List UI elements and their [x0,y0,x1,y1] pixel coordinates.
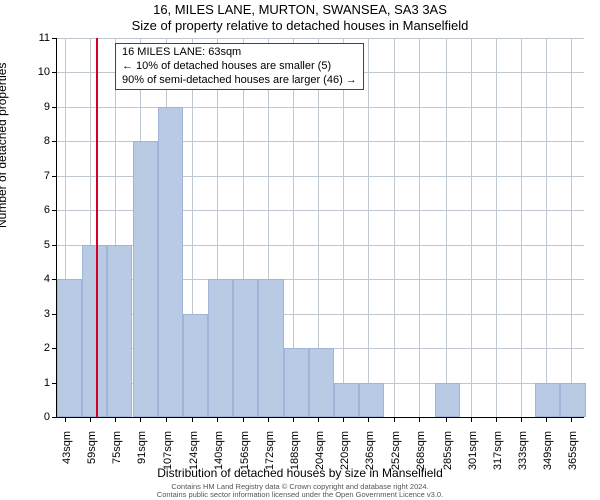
ytick-label: 0 [20,411,50,423]
histogram-bar [208,279,233,417]
xtick-mark [394,417,395,422]
gridline-v [571,38,572,417]
ytick-mark [52,107,57,108]
histogram-bar [435,383,460,417]
y-axis-label: Number of detached properties [0,63,9,228]
annotation-line2: ← 10% of detached houses are smaller (5) [122,60,357,74]
xtick-mark [243,417,244,422]
gridline-v [496,38,497,417]
ytick-label: 3 [20,308,50,320]
chart-plot-area: 16 MILES LANE: 63sqm← 10% of detached ho… [56,38,584,418]
xtick-mark [521,417,522,422]
xtick-mark [192,417,193,422]
chart-title-subtitle: Size of property relative to detached ho… [0,18,600,33]
xtick-mark [343,417,344,422]
histogram-bar [258,279,283,417]
ytick-label: 11 [20,32,50,44]
annotation-line3: 90% of semi-detached houses are larger (… [122,74,357,88]
xtick-mark [217,417,218,422]
ytick-mark [52,38,57,39]
gridline-h [57,38,584,39]
xtick-mark [496,417,497,422]
ytick-mark [52,417,57,418]
xtick-label: 349sqm [542,431,554,491]
ytick-label: 2 [20,342,50,354]
gridline-v [446,38,447,417]
property-marker-line [96,38,98,417]
xtick-label: 317sqm [492,431,504,491]
ytick-label: 1 [20,377,50,389]
gridline-h [57,107,584,108]
histogram-bar [309,348,334,417]
xtick-mark [546,417,547,422]
histogram-bar [158,107,183,417]
xtick-mark [166,417,167,422]
gridline-v [394,38,395,417]
xtick-label: 43sqm [61,431,73,491]
xtick-mark [65,417,66,422]
chart-title-address: 16, MILES LANE, MURTON, SWANSEA, SA3 3AS [0,2,600,17]
histogram-bar [133,141,158,417]
histogram-bar [284,348,309,417]
histogram-bar [359,383,384,417]
ytick-mark [52,210,57,211]
chart-footer: Contains HM Land Registry data © Crown c… [0,483,600,500]
footer-line2: Contains public sector information licen… [157,490,443,499]
histogram-bar [560,383,585,417]
histogram-bar [535,383,560,417]
ytick-mark [52,176,57,177]
histogram-bar [183,314,208,417]
gridline-v [419,38,420,417]
xtick-mark [115,417,116,422]
ytick-label: 10 [20,66,50,78]
ytick-label: 9 [20,101,50,113]
ytick-label: 8 [20,135,50,147]
histogram-bar [107,245,132,417]
gridline-v [471,38,472,417]
ytick-mark [52,245,57,246]
xtick-label: 365sqm [567,431,579,491]
xtick-label: 333sqm [517,431,529,491]
xtick-label: 91sqm [136,431,148,491]
ytick-label: 6 [20,204,50,216]
ytick-label: 5 [20,239,50,251]
xtick-label: 59sqm [86,431,98,491]
ytick-mark [52,141,57,142]
annotation-box: 16 MILES LANE: 63sqm← 10% of detached ho… [115,43,364,90]
ytick-label: 4 [20,273,50,285]
gridline-v [368,38,369,417]
xtick-mark [419,417,420,422]
xtick-label: 301sqm [467,431,479,491]
xtick-label: 285sqm [442,431,454,491]
gridline-v [546,38,547,417]
xtick-mark [318,417,319,422]
ytick-label: 7 [20,170,50,182]
xtick-mark [446,417,447,422]
gridline-v [343,38,344,417]
histogram-bar [334,383,359,417]
xtick-mark [268,417,269,422]
xtick-mark [471,417,472,422]
xtick-mark [293,417,294,422]
xtick-label: 75sqm [111,431,123,491]
xtick-mark [90,417,91,422]
xtick-mark [368,417,369,422]
xtick-mark [140,417,141,422]
ytick-mark [52,72,57,73]
gridline-v [521,38,522,417]
histogram-bar [82,245,107,417]
xtick-mark [571,417,572,422]
annotation-line1: 16 MILES LANE: 63sqm [122,46,357,60]
histogram-bar [233,279,258,417]
histogram-bar [57,279,82,417]
x-axis-label: Distribution of detached houses by size … [0,466,600,480]
